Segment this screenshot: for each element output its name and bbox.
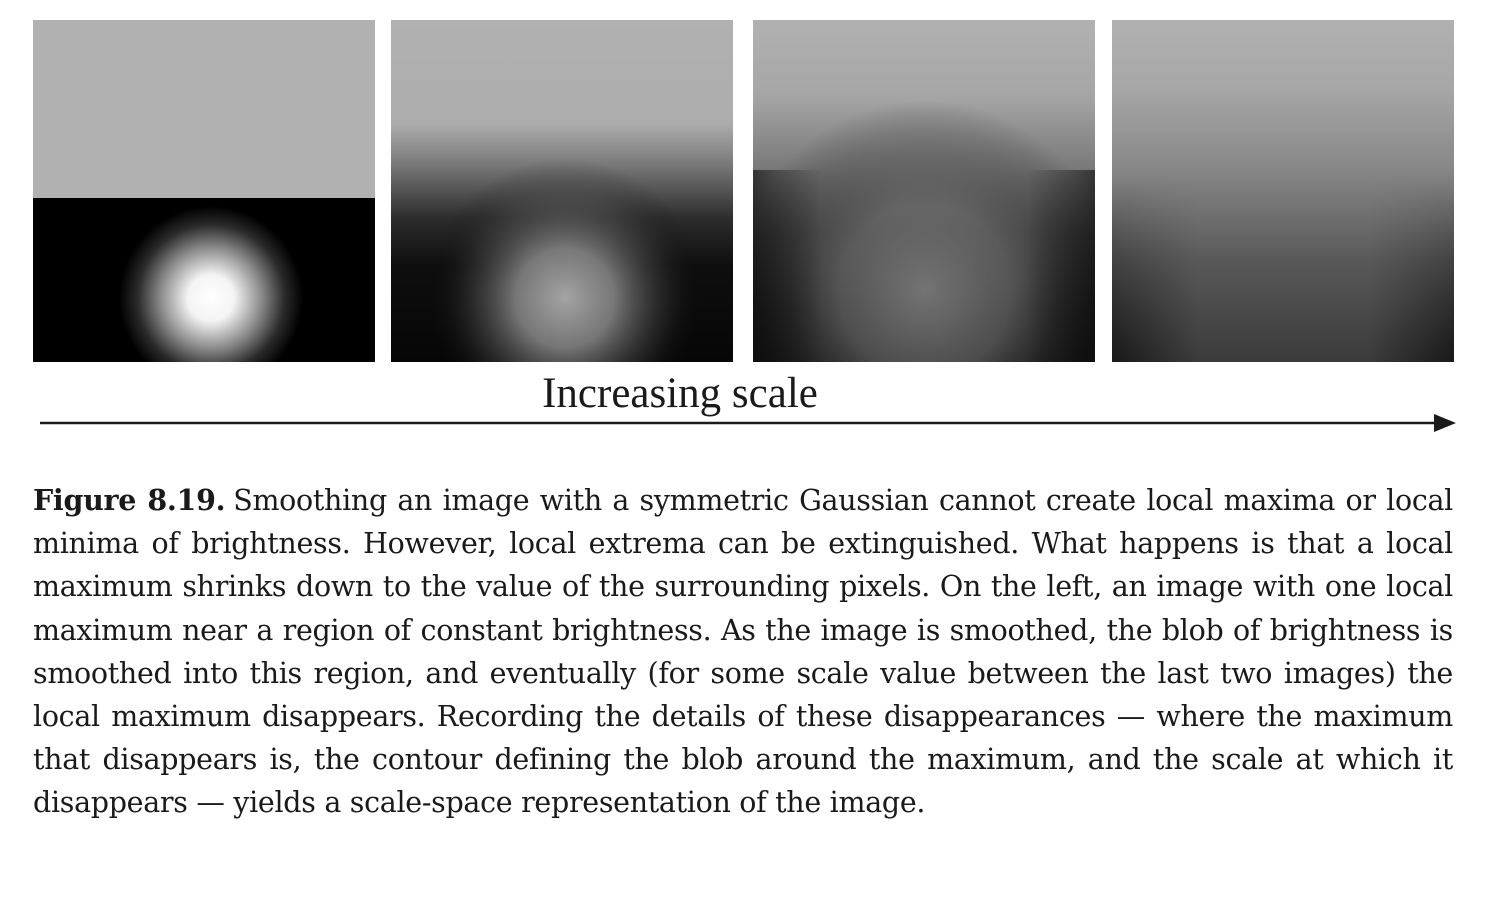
smoothed-image-scale-1-panel (391, 20, 733, 362)
smoothed-image-scale-3-panel (1112, 20, 1454, 362)
figure-number: Figure 8.19. (33, 483, 226, 517)
smoothed-image-scale-2-panel (753, 20, 1095, 362)
smoothed-image-scale-1 (391, 20, 733, 362)
increasing-scale-label: Increasing scale (542, 370, 818, 417)
smoothed-image-scale-3 (1112, 20, 1454, 362)
original-image (33, 20, 375, 362)
caption-text: Smoothing an image with a symmetric Gaus… (33, 484, 1453, 820)
original-image-panel (33, 20, 375, 362)
figure-caption: Figure 8.19. Smoothing an image with a sy… (33, 479, 1453, 825)
figure-panels (0, 0, 1489, 370)
increasing-scale-arrow (40, 414, 1456, 432)
smoothed-image-scale-2 (753, 20, 1095, 362)
